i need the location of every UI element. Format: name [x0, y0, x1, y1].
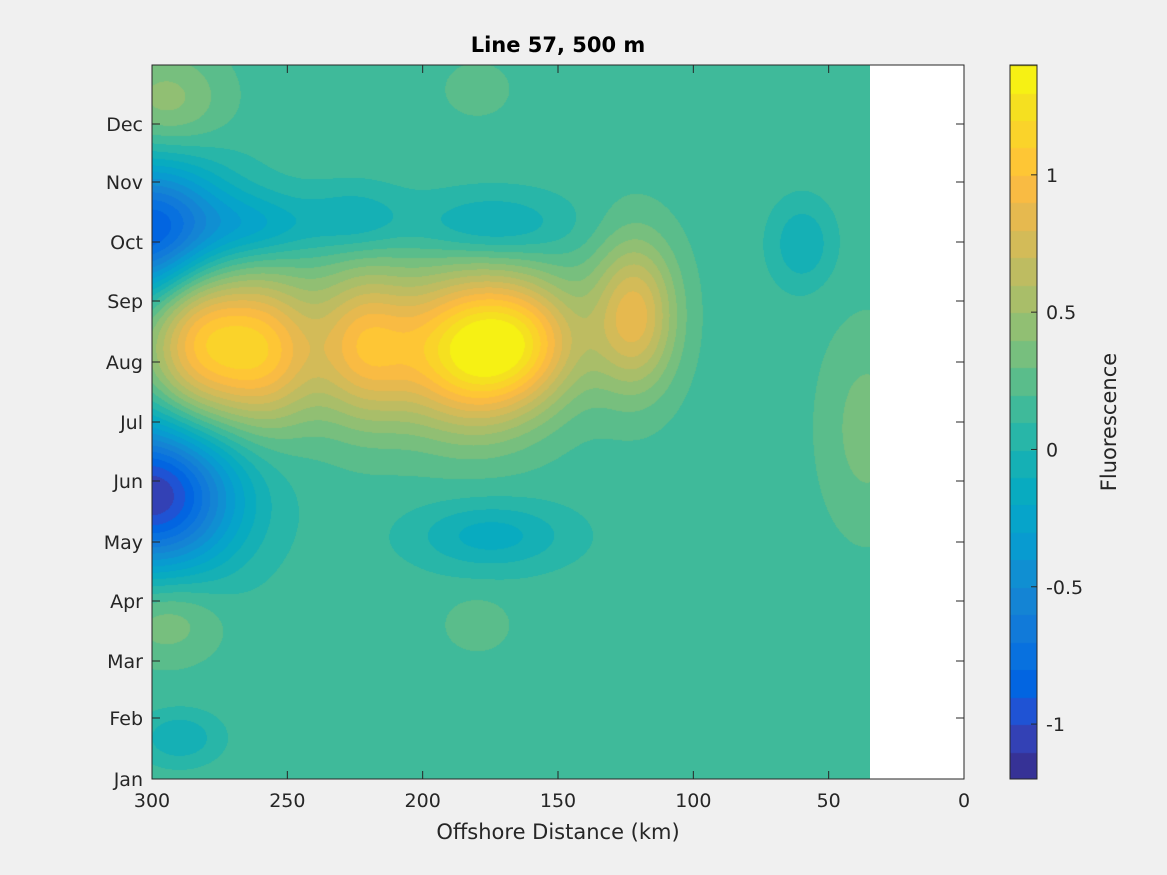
x-tick-label: 100	[675, 790, 711, 812]
y-tick-label: Aug	[106, 352, 143, 374]
x-tick-label: 150	[540, 790, 576, 812]
contour-field	[152, 65, 870, 779]
y-tick-label: Feb	[109, 708, 143, 730]
chart-title: Line 57, 500 m	[471, 33, 646, 57]
x-tick-label: 50	[817, 790, 841, 812]
colorbar-border	[1009, 64, 1038, 780]
x-tick-label: 300	[134, 790, 170, 812]
y-tick-label: Oct	[110, 232, 143, 254]
x-tick-label: 250	[269, 790, 305, 812]
colorbar-tick-label: 1	[1046, 165, 1058, 187]
contour-field-wrapper	[152, 65, 870, 779]
x-axis-label: Offshore Distance (km)	[436, 820, 679, 844]
colorbar-tick-label: -0.5	[1046, 577, 1083, 599]
colorbar-tick-label: -1	[1046, 714, 1065, 736]
y-tick-label: May	[104, 532, 143, 554]
colorbar-tick-label: 0	[1046, 439, 1058, 461]
colorbar-tick-label: 0.5	[1046, 302, 1076, 324]
colorbar-label: Fluorescence	[1097, 353, 1121, 491]
y-tick-label: Mar	[107, 651, 143, 673]
colorbar-wrapper	[1010, 65, 1037, 779]
x-tick-label: 0	[958, 790, 970, 812]
y-tick-label: Apr	[110, 591, 143, 613]
x-tick-label: 200	[405, 790, 441, 812]
y-tick-label: Jul	[119, 412, 143, 434]
y-tick-label: Nov	[106, 172, 143, 194]
y-tick-label: Jan	[113, 769, 143, 791]
axes: 300 250 200 150 100 50 0 Jan Feb Mar Apr May Jun Jul A…	[104, 64, 970, 812]
colorbar-axis: 1 0.5 0 -0.5 -1	[1009, 64, 1083, 780]
y-tick-label: Jun	[112, 471, 143, 493]
y-tick-label: Sep	[107, 291, 143, 313]
y-tick-label: Dec	[106, 114, 143, 136]
colorbar	[1010, 65, 1037, 779]
